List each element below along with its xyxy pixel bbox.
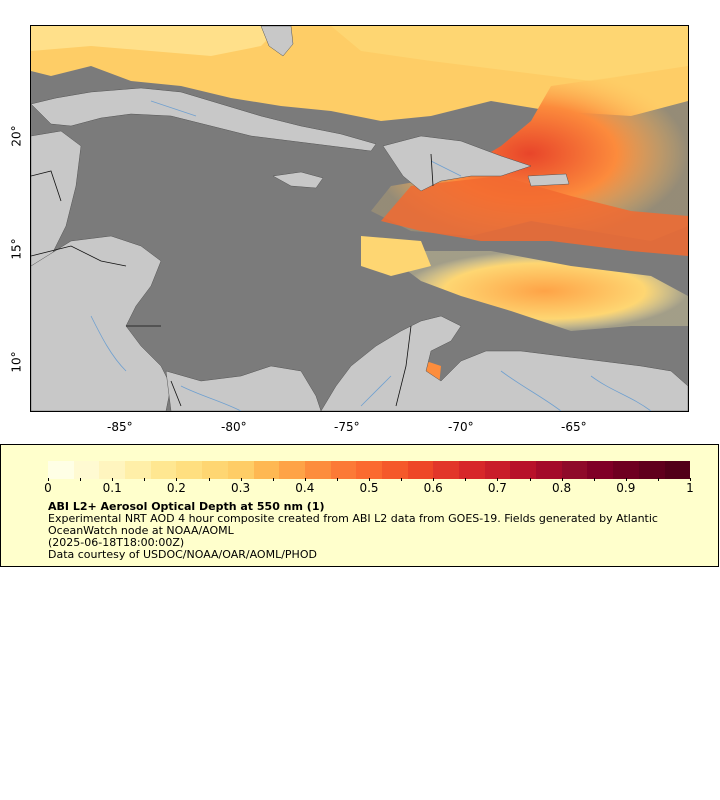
x-tick-label: -70° bbox=[448, 420, 474, 434]
colorbar-minor-tick bbox=[304, 478, 306, 481]
colorbar-tick-label: 0.5 bbox=[359, 481, 379, 495]
colorbar-minor-tick bbox=[336, 478, 338, 481]
colorbar-minor-tick bbox=[240, 478, 242, 481]
colorbar-tick-label: 0.6 bbox=[423, 481, 443, 495]
rivers bbox=[90, 100, 652, 411]
colorbar-minor-tick bbox=[657, 478, 659, 481]
country-borders bbox=[31, 153, 434, 407]
colorbar-swatch bbox=[330, 461, 357, 479]
colorbar-tick-label: 0.1 bbox=[102, 481, 122, 495]
colorbar-minor-tick bbox=[690, 478, 691, 481]
colorbar-swatch bbox=[48, 461, 74, 479]
colorbar-swatch bbox=[125, 461, 151, 479]
land-masses bbox=[31, 26, 688, 411]
colorbar-minor-tick bbox=[112, 478, 114, 481]
colorbar-tick-label: 0.8 bbox=[552, 481, 572, 495]
colorbar-swatch bbox=[381, 461, 408, 479]
colorbar-swatch bbox=[279, 461, 305, 479]
x-tick-label: -80° bbox=[221, 420, 247, 434]
colorbar-minor-tick bbox=[561, 478, 563, 481]
colorbar-tick-label: 1 bbox=[686, 481, 694, 495]
colorbar-minor-tick bbox=[497, 478, 499, 481]
colorbar-swatch bbox=[664, 461, 691, 479]
colorbar-swatch bbox=[150, 461, 177, 479]
map-panel bbox=[30, 25, 689, 412]
x-tick-label: -75° bbox=[334, 420, 360, 434]
x-tick-label: -65° bbox=[561, 420, 587, 434]
colorbar-minor-tick bbox=[593, 478, 595, 481]
colorbar-swatch bbox=[510, 461, 537, 479]
colorbar-swatch bbox=[433, 461, 459, 479]
y-tick-label: 15° bbox=[9, 238, 24, 260]
colorbar-tick-label: 0.9 bbox=[616, 481, 636, 495]
x-tick-label: -85° bbox=[107, 420, 133, 434]
y-tick-label: 10° bbox=[9, 351, 24, 373]
colorbar-swatch bbox=[253, 461, 280, 479]
colorbar-swatch bbox=[304, 461, 331, 479]
colorbar-tick-label: 0.3 bbox=[231, 481, 251, 495]
colorbar bbox=[48, 461, 691, 479]
y-tick-label: 20° bbox=[9, 125, 24, 147]
colorbar-minor-tick bbox=[208, 478, 210, 481]
colorbar-swatch bbox=[536, 461, 562, 479]
colorbar-minor-tick bbox=[272, 478, 274, 481]
colorbar-labels: 0 0.1 0.2 0.3 0.4 0.5 0.6 0.7 0.8 0.9 1 bbox=[44, 478, 694, 497]
colorbar-swatch bbox=[407, 461, 434, 479]
colorbar-tick-label: 0.7 bbox=[487, 481, 507, 495]
aod-map bbox=[31, 26, 688, 411]
colorbar-minor-tick bbox=[48, 478, 49, 481]
colorbar-swatch bbox=[561, 461, 588, 479]
colorbar-swatch bbox=[99, 461, 126, 479]
legend-credit: Data courtesy of USDOC/NOAA/OAR/AOML/PHO… bbox=[48, 548, 317, 561]
colorbar-minor-tick bbox=[433, 478, 435, 481]
legend-title: ABI L2+ Aerosol Optical Depth at 550 nm … bbox=[48, 500, 325, 513]
colorbar-minor-tick bbox=[625, 478, 627, 481]
colorbar-tick-label: 0.4 bbox=[295, 481, 315, 495]
colorbar-swatch bbox=[227, 461, 254, 479]
colorbar-minor-tick bbox=[144, 478, 146, 481]
legend-description: Experimental NRT AOD 4 hour composite cr… bbox=[48, 512, 658, 537]
colorbar-swatch bbox=[484, 461, 511, 479]
colorbar-minor-tick bbox=[465, 478, 467, 481]
colorbar-minor-tick bbox=[401, 478, 403, 481]
colorbar-swatch bbox=[459, 461, 485, 479]
colorbar-minor-tick bbox=[176, 478, 178, 481]
colorbar-minor-tick bbox=[529, 478, 531, 481]
legend-panel: 0 0.1 0.2 0.3 0.4 0.5 0.6 0.7 0.8 0.9 1 ABI L2+ Ae… bbox=[0, 444, 719, 567]
colorbar-tick-label: 0 bbox=[44, 481, 52, 495]
legend-timestamp: (2025-06-18T18:00:00Z) bbox=[48, 536, 185, 549]
colorbar-swatch bbox=[73, 461, 100, 479]
colorbar-swatch bbox=[587, 461, 614, 479]
legend-text: ABI L2+ Aerosol Optical Depth at 550 nm … bbox=[48, 501, 698, 561]
colorbar-swatch bbox=[202, 461, 228, 479]
colorbar-swatch bbox=[356, 461, 382, 479]
colorbar-minor-tick bbox=[80, 478, 82, 481]
colorbar-tick-label: 0.2 bbox=[166, 481, 186, 495]
colorbar-swatch bbox=[638, 461, 665, 479]
colorbar-minor-tick bbox=[369, 478, 370, 481]
colorbar-swatch bbox=[613, 461, 639, 479]
colorbar-swatch bbox=[176, 461, 203, 479]
